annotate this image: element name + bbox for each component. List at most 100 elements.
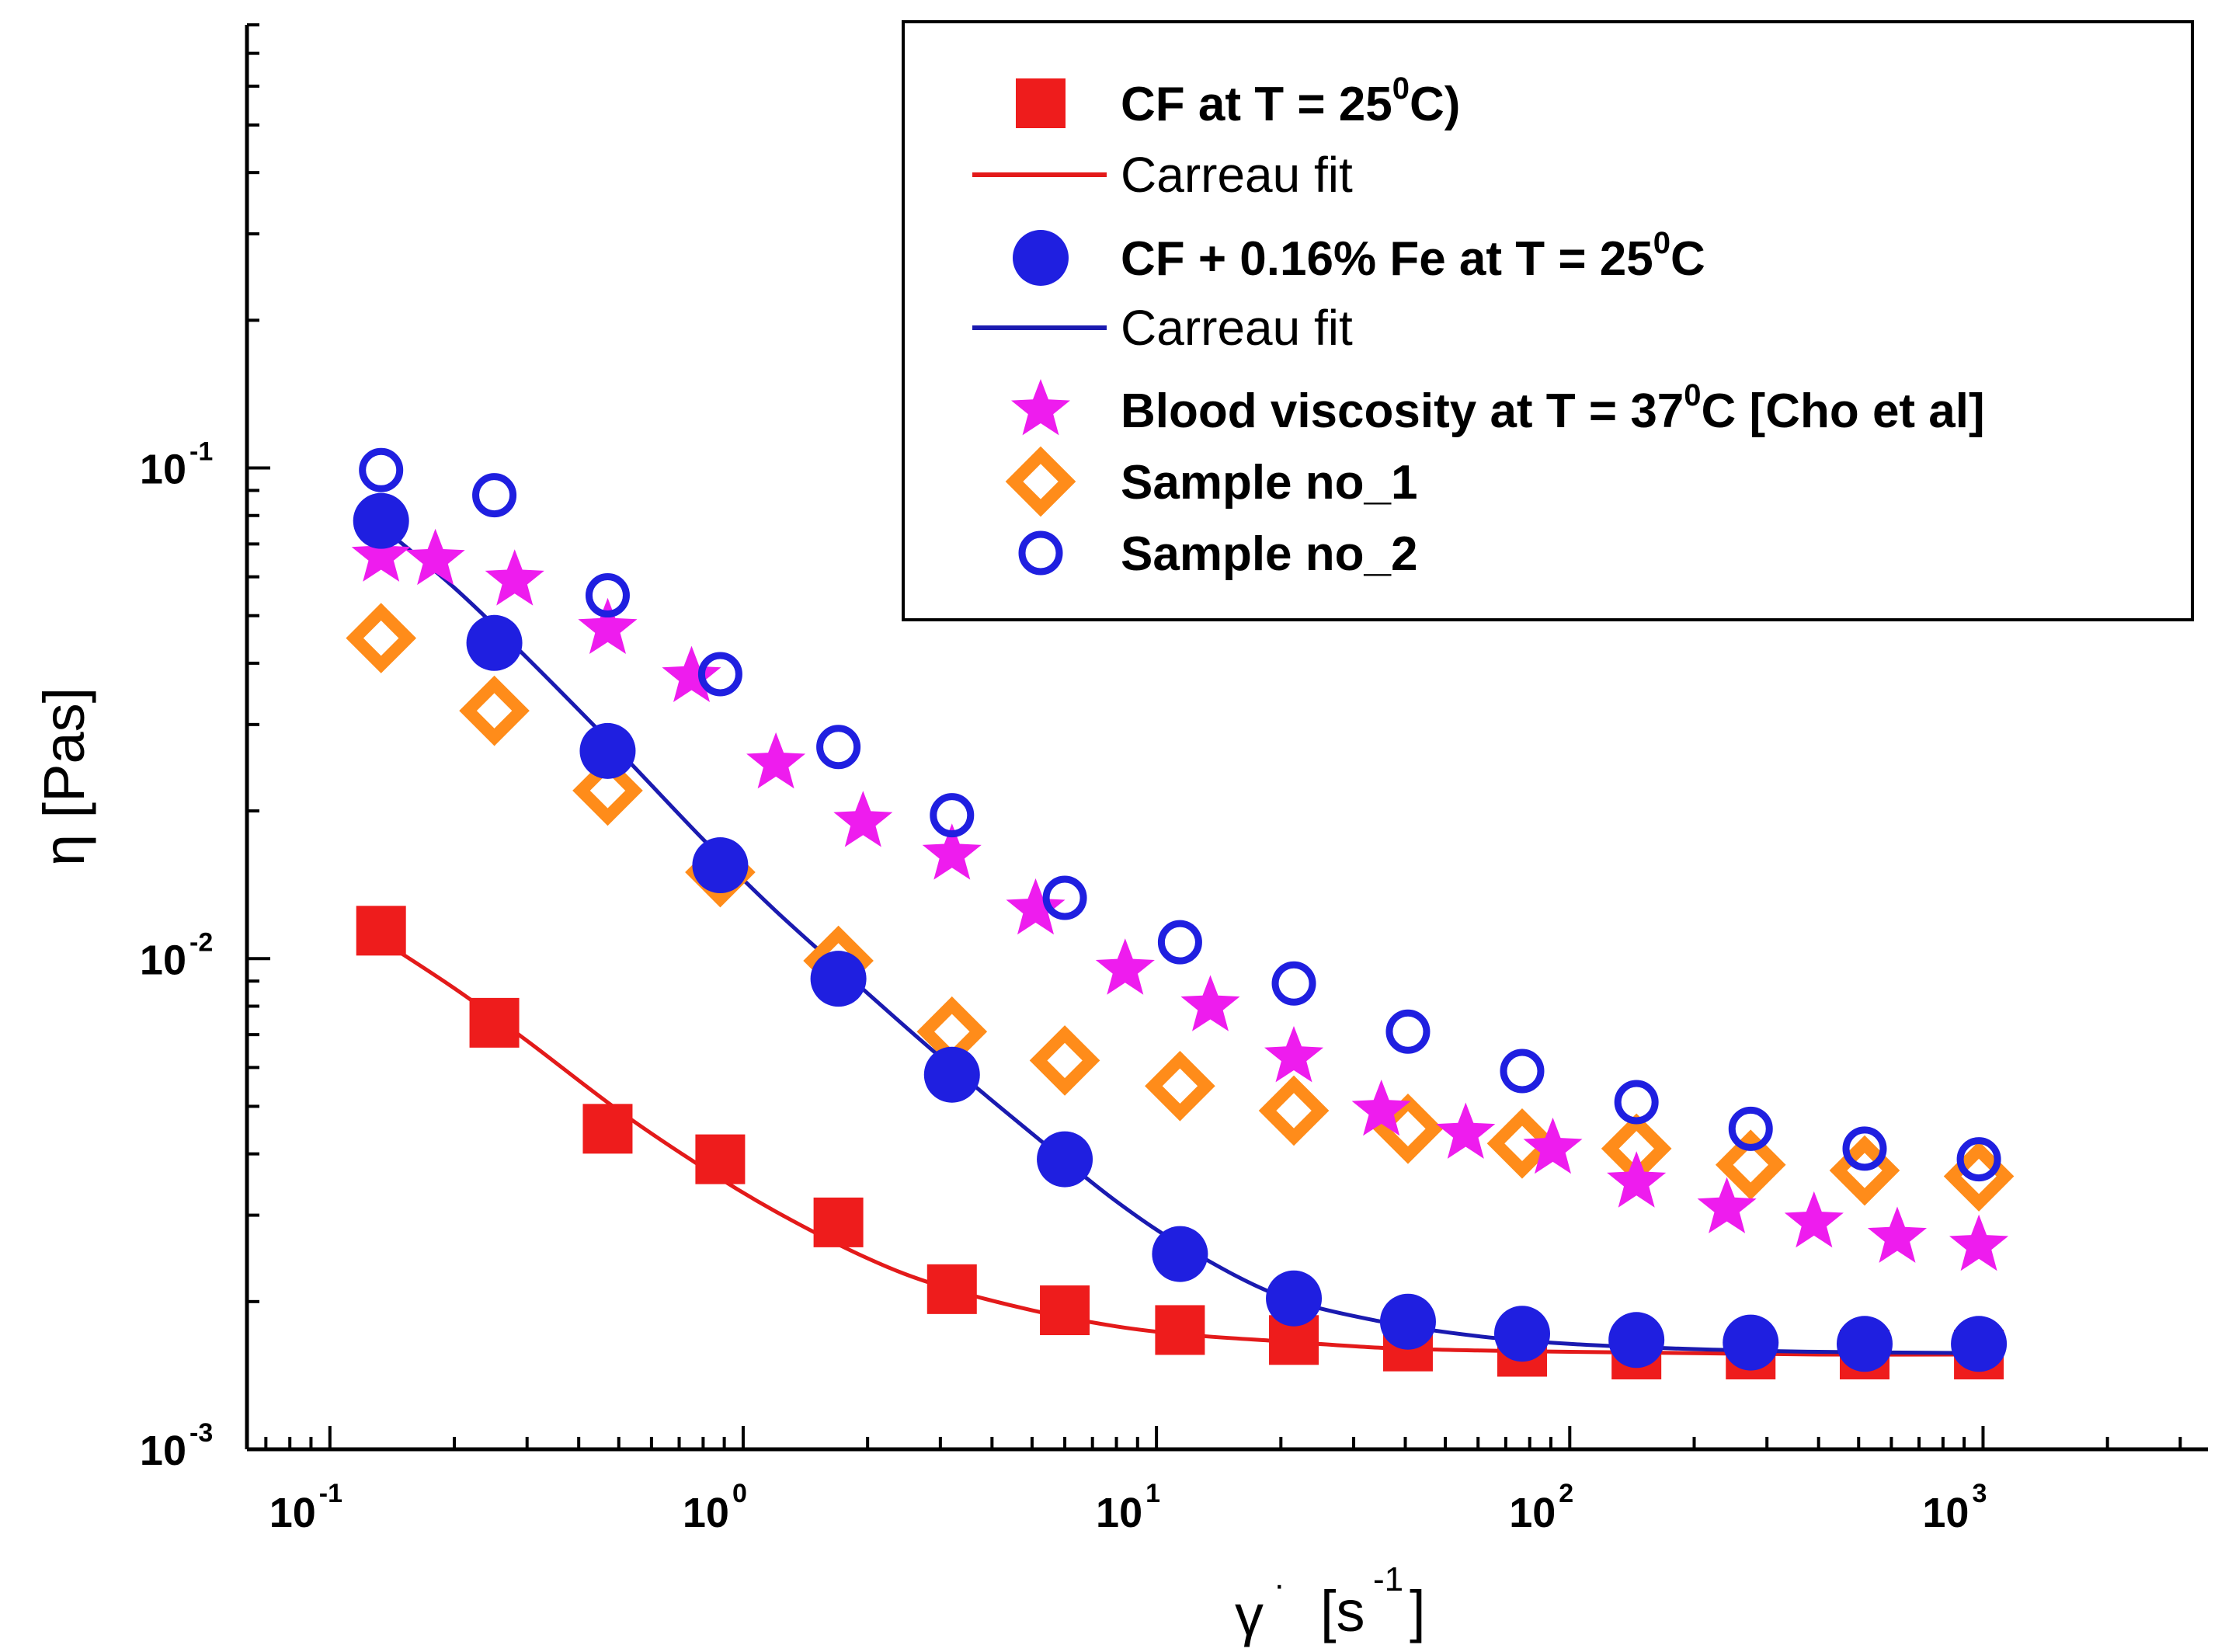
markers-layer	[346, 447, 2015, 1379]
data-point-star	[1523, 1117, 1583, 1174]
data-point-diamond	[1145, 1050, 1215, 1122]
data-point-diamond	[1486, 1108, 1558, 1179]
y-tick-label: 10 -2	[140, 927, 213, 983]
data-point-open-circle	[1728, 1106, 1773, 1151]
data-point-diamond	[459, 675, 530, 746]
data-point-star	[1180, 975, 1240, 1031]
data-point-square	[356, 906, 406, 956]
x-axis-title-unit-close: ]	[1410, 1579, 1426, 1643]
data-point-open-circle	[697, 652, 742, 697]
axes-layer: 10 -1 10 0 10 1 10 2 10 310 -310 -210 -1	[140, 23, 2208, 1536]
legend-item: CF at T = 250C)	[1016, 71, 1460, 131]
series-circle	[353, 492, 2008, 1372]
x-tick-label-base: 10	[683, 1490, 729, 1536]
x-tick-label: 10 2	[1509, 1479, 1573, 1536]
data-point-square	[695, 1134, 746, 1184]
legend-label: Blood viscosity at T = 370C [Cho et al]	[1121, 378, 1985, 438]
data-point-open-circle	[930, 793, 975, 838]
data-point-circle	[1723, 1314, 1779, 1371]
data-point-circle	[1951, 1316, 2008, 1372]
data-point-star	[1784, 1191, 1844, 1248]
data-point-star	[1436, 1102, 1496, 1159]
data-point-open-circle	[1385, 1009, 1431, 1054]
data-point-circle	[579, 722, 636, 779]
y-axis-title: η [Pas]	[32, 687, 96, 866]
data-point-star	[405, 528, 465, 586]
data-point-open-circle	[1956, 1137, 2001, 1182]
x-tick-label-exp: 0	[732, 1479, 747, 1508]
legend-box	[902, 20, 2194, 621]
data-point-square	[469, 997, 520, 1048]
x-tick-label-exp: -1	[319, 1479, 342, 1508]
data-point-open-circle	[472, 473, 517, 518]
data-point-star	[1095, 938, 1155, 995]
data-point-circle	[1608, 1312, 1665, 1369]
data-point-open-circle	[816, 725, 861, 770]
data-point-square	[813, 1197, 864, 1247]
data-point-star	[1697, 1177, 1757, 1233]
data-point-circle	[1037, 1131, 1093, 1188]
y-tick-label-base: 10	[140, 937, 186, 983]
legend-marker-diamond	[1005, 446, 1076, 517]
x-tick-label: 10 0	[683, 1479, 747, 1536]
data-point-star	[662, 645, 721, 702]
legend-label: Sample no_1	[1121, 456, 1417, 510]
data-point-open-circle	[585, 573, 630, 618]
data-point-circle	[923, 1046, 980, 1103]
data-point-open-circle	[359, 447, 404, 492]
y-tick-label-exp: -3	[189, 1418, 213, 1448]
x-tick-label-exp: 2	[1559, 1479, 1573, 1508]
series-square	[356, 906, 2004, 1379]
series-star	[351, 525, 2009, 1271]
data-point-circle	[692, 837, 749, 894]
data-point-diamond	[346, 603, 417, 673]
x-tick-label: 10 -1	[269, 1479, 342, 1536]
legend-item: Blood viscosity at T = 370C [Cho et al]	[1011, 378, 1985, 438]
data-point-open-circle	[1042, 875, 1087, 920]
data-point-open-circle	[1157, 920, 1202, 965]
data-point-square	[1040, 1285, 1090, 1336]
data-point-open-circle	[1842, 1126, 1887, 1171]
data-point-star	[578, 597, 638, 654]
legend-item: Carreau fit	[972, 147, 1353, 203]
y-tick-label-exp: -1	[189, 437, 213, 467]
data-point-star	[485, 549, 544, 606]
data-point-open-circle	[1271, 961, 1316, 1006]
data-point-square	[582, 1104, 633, 1154]
x-tick-label: 10 3	[1922, 1479, 1987, 1536]
legend-marker-circle	[1013, 230, 1069, 286]
data-point-star	[1867, 1206, 1927, 1263]
data-point-star	[922, 823, 982, 880]
data-point-circle	[1266, 1270, 1323, 1327]
x-axis-title-dot: ·	[1274, 1566, 1285, 1604]
x-tick-label-base: 10	[1096, 1490, 1142, 1536]
legend-item: Sample no_2	[1018, 527, 1417, 581]
y-tick-label-base: 10	[140, 447, 186, 493]
x-tick-label-base: 10	[1922, 1490, 1969, 1536]
data-point-square	[1155, 1305, 1205, 1355]
legend-marker-open-circle	[1018, 530, 1063, 576]
data-point-circle	[1379, 1293, 1436, 1350]
legend-label: CF at T = 250C)	[1121, 71, 1460, 131]
legend-label: Carreau fit	[1121, 147, 1353, 203]
legend-item: Sample no_1	[1005, 446, 1417, 517]
data-point-diamond	[1029, 1025, 1100, 1096]
x-tick-label-exp: 3	[1972, 1479, 1987, 1508]
data-point-circle	[1493, 1306, 1550, 1362]
data-point-star	[1607, 1151, 1667, 1208]
legend-item: CF + 0.16% Fe at T = 250C	[1013, 226, 1705, 286]
data-point-open-circle	[1614, 1080, 1659, 1125]
legend-marker-star	[1011, 379, 1070, 436]
data-point-diamond	[1258, 1075, 1330, 1146]
data-point-star	[1006, 878, 1066, 935]
legend-label: Sample no_2	[1121, 527, 1417, 581]
y-tick-label-exp: -2	[189, 927, 213, 957]
data-point-circle	[353, 492, 409, 549]
x-axis-title-unit-exp: -1	[1373, 1560, 1403, 1598]
data-point-diamond	[1715, 1129, 1786, 1201]
y-tick-label: 10 -3	[140, 1418, 213, 1474]
legend-label: CF + 0.16% Fe at T = 250C	[1121, 226, 1705, 286]
legend-marker-square	[1016, 78, 1066, 128]
x-tick-label-exp: 1	[1146, 1479, 1160, 1508]
